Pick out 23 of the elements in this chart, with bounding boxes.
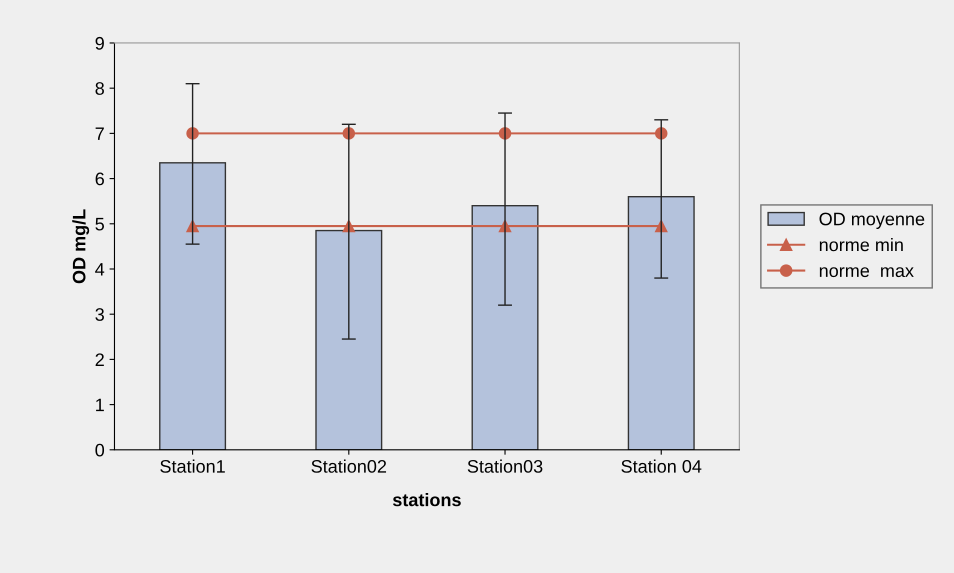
- y-tick-label: 7: [96, 128, 104, 140]
- x-tick-label: Station 04: [621, 460, 702, 473]
- y-tick-label: 5: [95, 218, 104, 231]
- y-tick-label: 6: [96, 172, 104, 186]
- y-tick-label: 8: [96, 82, 104, 95]
- y-tick-label: 2: [96, 353, 104, 366]
- x-tick-label: Station03: [468, 460, 542, 473]
- y-tick-label: 4: [95, 263, 104, 276]
- bar: [159, 162, 226, 450]
- bar: [472, 205, 539, 450]
- bar: [628, 196, 695, 450]
- legend-label: norme max: [820, 267, 914, 278]
- x-tick-label: Station02: [311, 460, 386, 473]
- bar: [315, 230, 382, 450]
- y-tick-label: 1: [96, 398, 104, 412]
- legend-label: OD moyenne: [820, 212, 924, 229]
- y-tick-label: 3: [95, 308, 104, 321]
- legend-label: norme min: [820, 238, 903, 252]
- y-axis-title: OD mg/L: [72, 209, 90, 284]
- x-tick-label: Station1: [160, 460, 225, 473]
- x-axis-title: stations: [392, 493, 461, 506]
- y-tick-label: 9: [96, 36, 104, 50]
- y-tick-label: 0: [95, 444, 104, 457]
